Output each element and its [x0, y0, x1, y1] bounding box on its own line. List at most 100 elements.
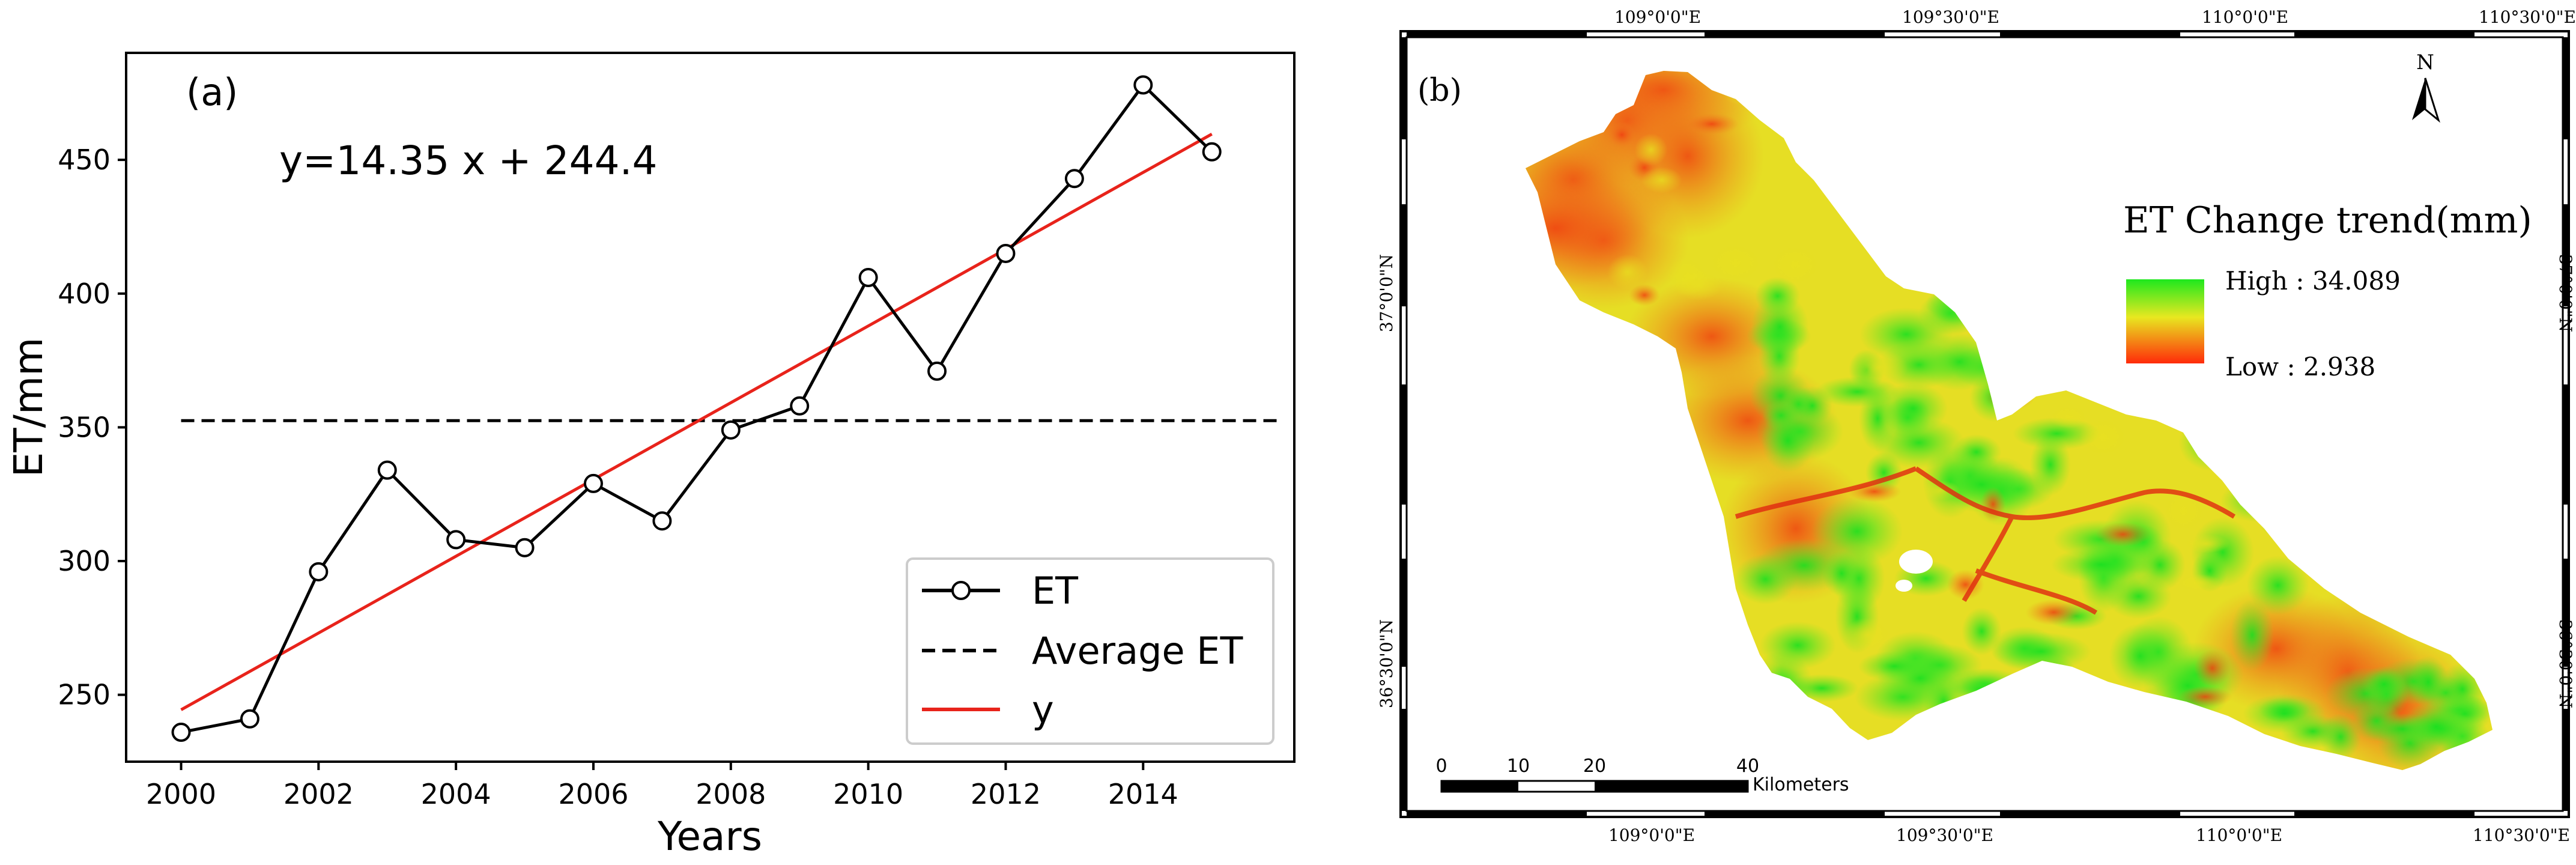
frame-bar-right	[2563, 559, 2569, 667]
et-point-2014	[1133, 75, 1153, 95]
raster-patch-high	[2246, 555, 2309, 615]
raster-speckle	[1641, 166, 1682, 193]
x-tick-label: 2010	[833, 778, 903, 810]
frame-bar-bottom	[1407, 811, 1587, 817]
et-point-2007	[652, 511, 672, 531]
raster-speckle	[1708, 242, 1763, 284]
y-tick-label: 300	[58, 545, 111, 577]
raster-patch-high	[1878, 383, 1948, 434]
map-frame-graticule-bars	[1401, 31, 2569, 817]
lon-top-2: 109°30'0"E	[1902, 7, 1999, 27]
raster-speckle	[1769, 244, 1822, 286]
frame-bar-bottom	[2000, 811, 2180, 817]
raster-patch-high	[2361, 666, 2407, 703]
frame-bar-left	[1401, 37, 1407, 139]
north-label: N	[2416, 50, 2434, 74]
et-point-2000	[171, 723, 191, 742]
raster-patch-high	[1990, 632, 2091, 671]
raster-patch-high	[1751, 293, 1809, 361]
map-svg: (b) N ET Change trend(mm) High : 34.089 …	[1377, 7, 2576, 845]
frame-bar-bottom	[1705, 811, 1885, 817]
et-point-2008	[721, 420, 741, 440]
x-tick-label: 2004	[421, 778, 491, 810]
raster-patch-high	[1759, 621, 1836, 670]
lon-top-4: 110°30'0"E	[2479, 7, 2576, 27]
legend-marker-et	[951, 581, 971, 600]
et-point-2004	[446, 530, 466, 550]
x-tick-label: 2000	[146, 778, 216, 810]
raster-speckle	[1843, 618, 1893, 652]
lat-right-2: 36°30'0"N	[2556, 619, 2575, 708]
lat-left-1: 37°0'0"N	[1377, 254, 1396, 332]
raster-patch-high	[1761, 409, 1815, 473]
frame-bar-right	[2563, 384, 2569, 505]
raster-patch-high	[2402, 700, 2470, 754]
frame-bar-bottom	[2294, 811, 2474, 817]
raster-speckle	[2049, 405, 2089, 428]
regression-equation: y=14.35 x + 244.4	[279, 138, 658, 184]
raster-speckle	[1607, 121, 1637, 148]
map-legend: ET Change trend(mm) High : 34.089 Low : …	[2123, 199, 2532, 381]
lat-left-2: 36°30'0"N	[1377, 619, 1396, 708]
raster-speckle	[2178, 686, 2232, 708]
frame-bar-top	[1705, 31, 1885, 37]
et-point-2009	[790, 396, 810, 416]
raster-speckle	[2095, 522, 2151, 547]
et-point-2011	[927, 361, 947, 381]
scale-bar-seg-1	[1441, 781, 1518, 792]
frame-bar-top	[2294, 31, 2474, 37]
scale-label-0: 0	[1435, 756, 1447, 777]
lon-bottom-2: 109°30'0"E	[1896, 825, 1993, 845]
y-tick-label: 450	[58, 144, 111, 176]
scale-label-10: 10	[1507, 756, 1530, 777]
raster-speckle	[1667, 256, 1708, 296]
raster-speckle	[1607, 254, 1648, 290]
raster-speckle	[2025, 599, 2082, 626]
legend-color-ramp	[2126, 279, 2204, 363]
raster-speckle	[2174, 574, 2222, 592]
legend-label-average: Average ET	[1032, 629, 1243, 673]
et-trend-map: (b) N ET Change trend(mm) High : 34.089 …	[1375, 0, 2576, 862]
legend-label-fit: y	[1032, 688, 1054, 732]
et-line-chart: 2000 2002 2004 2006 2008 2010 2012 2014 250 300 35…	[5, 52, 1296, 860]
frame-bar-right	[2563, 709, 2569, 811]
raster-patch-high	[1858, 651, 1930, 682]
series-layer	[171, 75, 1281, 742]
raster-speckle	[1919, 480, 1961, 501]
raster-speckle	[2193, 649, 2231, 687]
north-arrow: N	[2412, 50, 2440, 123]
y-tick-label: 350	[58, 411, 111, 443]
raster-patch-high	[2134, 539, 2186, 591]
raster-speckle	[2182, 534, 2230, 553]
raster-speckle	[1629, 284, 1661, 306]
lon-top-1: 109°0'0"E	[1614, 7, 1701, 27]
frame-bar-right	[2563, 37, 2569, 139]
et-point-2001	[240, 709, 259, 729]
lon-bottom-1: 109°0'0"E	[1608, 825, 1695, 845]
raster-patch-high	[2243, 693, 2326, 733]
x-tick-label: 2006	[558, 778, 628, 810]
et-point-2010	[858, 268, 878, 288]
panel-label-a: (a)	[186, 70, 238, 114]
raster-patch-high	[1962, 607, 2002, 655]
lon-bottom-3: 110°0'0"E	[2196, 825, 2282, 845]
x-tick-label: 2008	[696, 778, 766, 810]
et-point-2015	[1202, 142, 1222, 162]
frame-bar-left	[1401, 204, 1407, 306]
frame-bar-left	[1401, 559, 1407, 667]
raster-speckle	[1852, 350, 1908, 385]
frame-bar-right	[2563, 204, 2569, 306]
raster-patch-high	[2408, 655, 2449, 709]
lon-top-3: 110°0'0"E	[2202, 7, 2288, 27]
et-point-2012	[996, 243, 1016, 263]
series-et-line	[181, 82, 1213, 734]
y-tick-label: 400	[58, 278, 111, 310]
legend-box	[906, 557, 1274, 745]
y-tick-label: 250	[58, 679, 111, 711]
legend-low: Low : 2.938	[2225, 352, 2375, 381]
scale-label-40: 40	[1736, 756, 1759, 777]
x-tick-label: 2012	[971, 778, 1041, 810]
raster-patch-low	[1526, 167, 1650, 290]
raster-patch-high	[1822, 550, 1862, 596]
et-point-2005	[515, 538, 535, 557]
